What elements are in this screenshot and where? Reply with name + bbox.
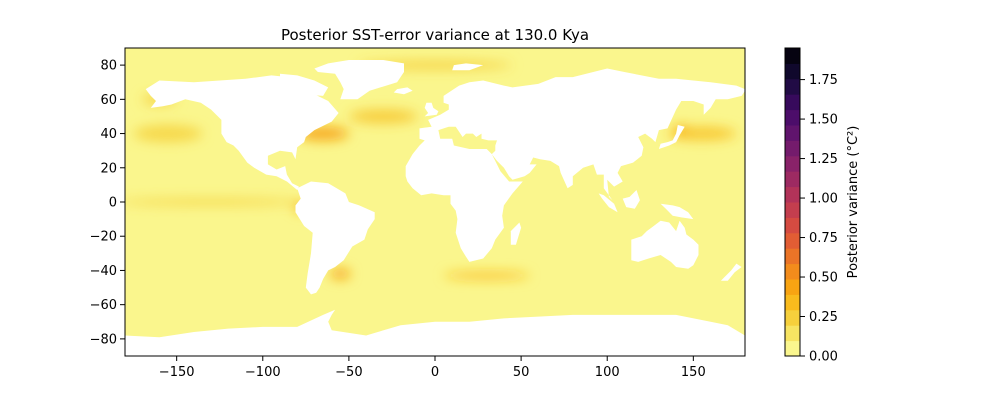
land-madagascar — [510, 222, 522, 245]
colorbar-swatch — [785, 63, 800, 80]
land-north-america — [145, 75, 339, 190]
hotspot-2 — [133, 125, 203, 143]
colorbar-label: Posterior variance (°C²) — [846, 126, 861, 279]
colorbar-swatch — [785, 94, 800, 111]
colorbar-swatch — [785, 294, 800, 311]
colorbar-swatch — [785, 248, 800, 265]
x-tick-label: 0 — [431, 365, 439, 380]
map-area — [125, 48, 745, 356]
land-greenland — [314, 60, 404, 100]
land-baffin — [280, 73, 329, 96]
y-tick-label: 20 — [100, 161, 117, 176]
y-tick-label: 60 — [100, 93, 117, 108]
colorbar-tick-label: 1.50 — [809, 113, 838, 128]
x-tick-label: 100 — [595, 365, 620, 380]
colorbar: 0.00 0.25 0.50 0.75 1.00 1.25 1.50 1.75 Posteri… — [784, 47, 861, 365]
colorbar-swatch — [785, 155, 800, 172]
colorbar-tick-label: 0.50 — [809, 271, 838, 286]
land-south-america — [295, 181, 375, 295]
x-axis: −150 −100 −50 0 50 100 150 — [159, 356, 706, 380]
colorbar-frame — [784, 47, 801, 357]
hotspot-8 — [443, 272, 530, 280]
land-borneo — [622, 190, 640, 209]
colorbar-swatch — [785, 263, 800, 280]
y-tick-label: −80 — [90, 332, 117, 347]
colorbar-ticks: 0.00 0.25 0.50 0.75 1.00 1.25 1.50 1.75 — [800, 73, 838, 365]
land-australia — [631, 220, 699, 269]
colorbar-swatch — [785, 48, 800, 64]
colorbar-swatch — [785, 125, 800, 141]
land-africa-eurasia — [405, 68, 745, 262]
y-tick-label: 0 — [109, 196, 117, 211]
colorbar-swatch — [785, 309, 800, 326]
colorbar-tick-label: 1.75 — [809, 73, 838, 88]
land-uk — [424, 102, 439, 117]
land-sumatra — [598, 193, 618, 213]
colorbar-swatch — [785, 202, 800, 218]
colorbar-swatch — [785, 171, 800, 188]
y-tick-label: 40 — [100, 127, 117, 142]
colorbar-swatch — [785, 140, 800, 157]
land-new-zealand — [720, 263, 742, 281]
y-tick-label: −40 — [90, 264, 117, 279]
hotspot-1 — [348, 109, 418, 124]
colorbar-swatch — [785, 232, 800, 249]
y-tick-label: −60 — [90, 298, 117, 313]
hotspot-7 — [329, 268, 351, 279]
colorbar-swatch — [785, 217, 800, 234]
colorbar-tick-label: 0.00 — [809, 350, 838, 365]
colorbar-tick-label: 1.25 — [809, 152, 838, 167]
x-tick-label: 150 — [681, 365, 706, 380]
land-antarctica — [125, 309, 745, 356]
x-tick-label: −150 — [159, 365, 195, 380]
land-iceland — [393, 87, 413, 95]
land-svalbard — [452, 63, 484, 71]
colorbar-tick-label: 1.00 — [809, 192, 838, 207]
colorbar-swatch — [785, 78, 800, 95]
land-japan — [658, 125, 685, 149]
colorbar-swatch — [785, 279, 800, 295]
land-new-guinea — [660, 203, 694, 220]
hotspot-5 — [125, 198, 306, 206]
colorbar-tick-label: 0.25 — [809, 310, 838, 325]
chart-title: Posterior SST-error variance at 130.0 Ky… — [281, 26, 589, 44]
x-tick-label: −50 — [335, 365, 362, 380]
colorbar-swatch — [785, 340, 800, 357]
x-tick-label: 50 — [513, 365, 530, 380]
land-mask — [125, 60, 745, 356]
y-tick-label: 80 — [100, 59, 117, 74]
colorbar-tick-label: 0.75 — [809, 231, 838, 246]
colorbar-swatch — [785, 186, 800, 203]
colorbar-swatch — [785, 325, 800, 342]
colorbar-swatches — [785, 48, 800, 357]
colorbar-swatch — [785, 109, 800, 126]
y-axis: −80 −60 −40 −20 0 20 40 60 80 — [90, 59, 125, 347]
x-tick-label: −100 — [245, 365, 281, 380]
y-tick-label: −20 — [90, 230, 117, 245]
